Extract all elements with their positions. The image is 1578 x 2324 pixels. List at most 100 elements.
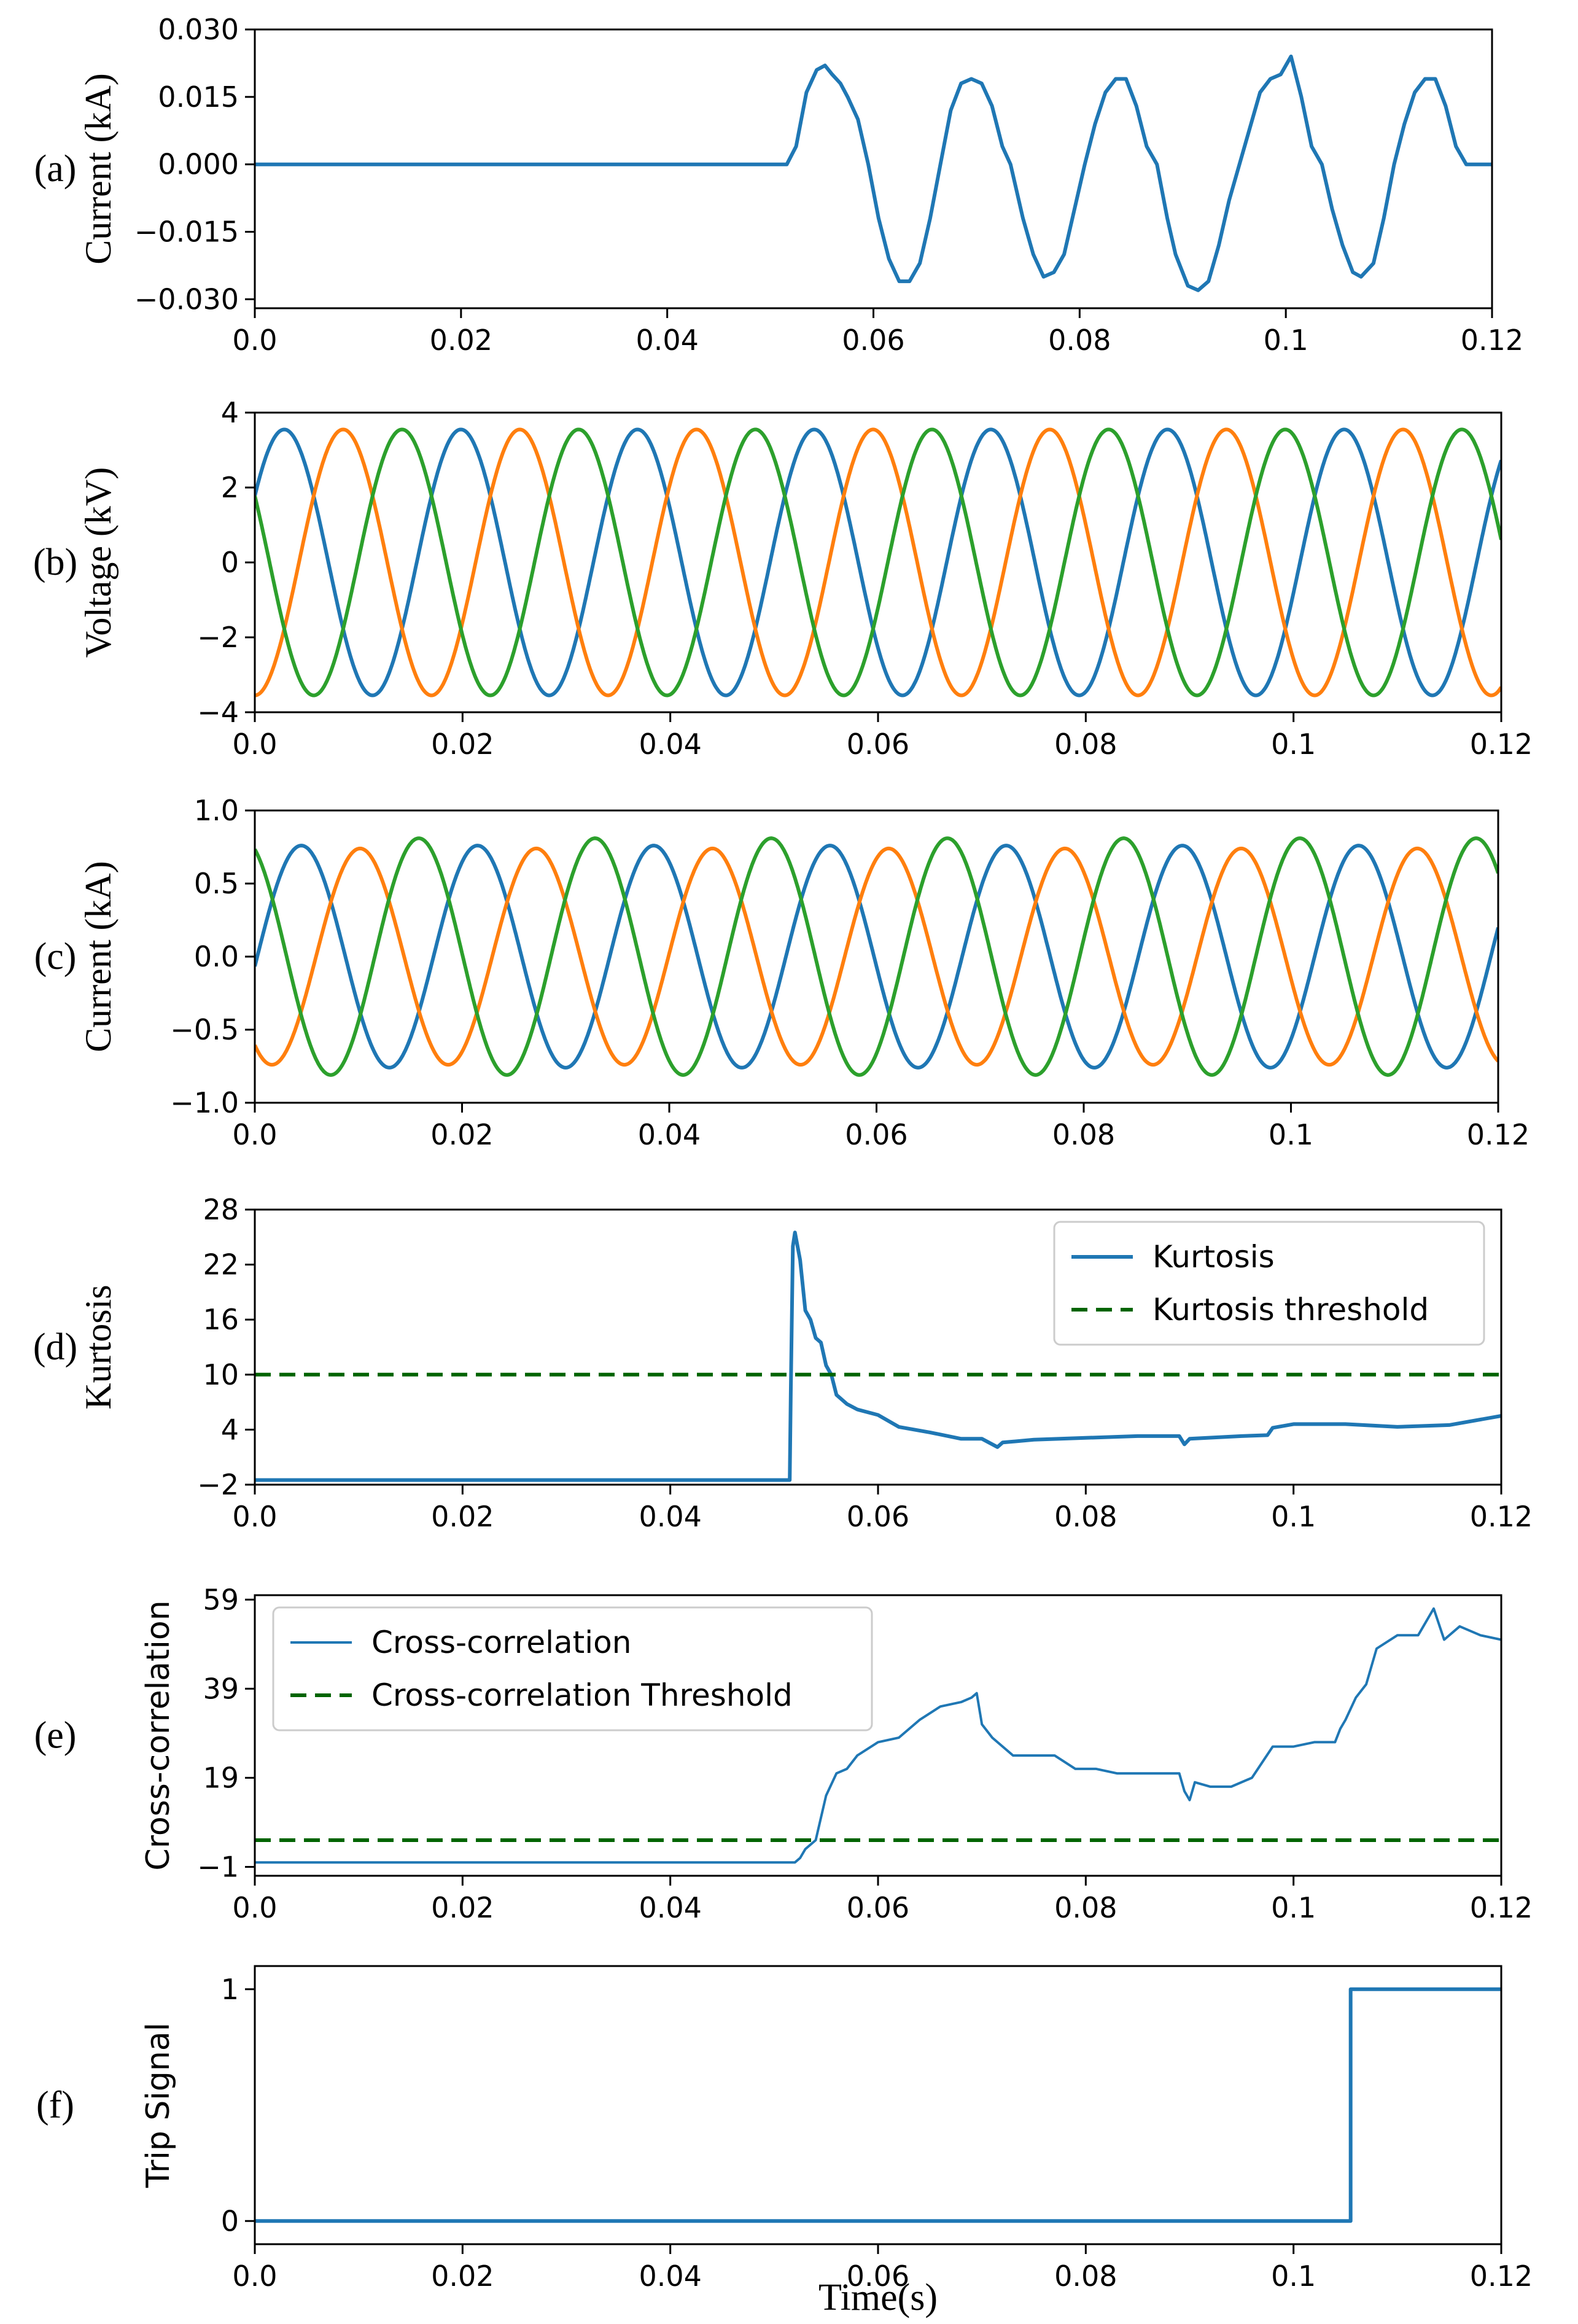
y-tick-label: 0 <box>221 546 239 579</box>
panel-1-tag: (a) <box>34 148 77 190</box>
panel-3: 0.0 0.02 0.04 0.06 0.08 0.1 0.12 −1.0 −0.5 0.0 0.5… <box>34 794 1530 1151</box>
y-tick-label: 28 <box>203 1193 239 1226</box>
phase-2-line <box>255 427 1501 698</box>
y-tick-label: −0.015 <box>134 216 239 249</box>
x-tick-label: 0.0 <box>232 324 277 357</box>
x-tick-label: 0.06 <box>847 2260 909 2293</box>
panel-2-plot-area <box>255 427 1501 698</box>
y-tick-label: −2 <box>197 1468 239 1501</box>
panel-4-tag: (d) <box>33 1326 77 1368</box>
x-tick-label: 0.06 <box>847 1891 909 1924</box>
panel-2-y-axis-label: Voltage (kV) <box>78 467 119 658</box>
x-tick-label: 0.02 <box>430 1118 493 1151</box>
x-tick-label: 0.12 <box>1470 1891 1533 1924</box>
panel-1-plot-area <box>255 54 1492 292</box>
phase-3-line <box>255 836 1498 1077</box>
x-tick-label: 0.0 <box>232 728 277 761</box>
series-1-line <box>255 1987 1501 2223</box>
x-tick-label: 0.1 <box>1269 1118 1313 1151</box>
panel-3-axes-frame <box>254 809 1499 1104</box>
panel-5-legend: Cross-correlation Cross-correlation Thres… <box>272 1606 873 1731</box>
legend-entry-cross-correlation-threshold: Cross-correlation Threshold <box>371 1677 793 1713</box>
y-tick-label: −1.0 <box>170 1086 239 1119</box>
panel-6: 0.0 0.02 0.04 0.06 0.08 0.1 0.12 0 1 Trip Signal (… <box>36 1965 1533 2293</box>
panel-4: 0.0 0.02 0.04 0.06 0.08 0.1 0.12 −2 4 10 16 22 28 Kur… <box>33 1193 1533 1533</box>
panel-3-tag: (c) <box>34 936 77 977</box>
y-tick-label: 2 <box>221 471 239 504</box>
panel-2-tag: (b) <box>33 542 77 583</box>
y-tick-label: −0.5 <box>170 1013 239 1046</box>
y-tick-label: 0.000 <box>158 148 239 181</box>
x-tick-label: 0.04 <box>639 2260 701 2293</box>
x-tick-label: 0.04 <box>639 1891 701 1924</box>
y-tick-label: 0.030 <box>158 13 239 46</box>
legend-entry-kurtosis-threshold: Kurtosis threshold <box>1152 1292 1429 1327</box>
legend-box <box>1053 1221 1485 1346</box>
y-tick-label: 0.015 <box>158 80 239 114</box>
panel-4-legend: Kurtosis Kurtosis threshold <box>1053 1221 1485 1346</box>
kurtosis-line <box>255 1230 1501 1482</box>
y-tick-label: 16 <box>203 1303 239 1336</box>
legend-box <box>272 1606 873 1731</box>
panel-1-y-axis-label: Current (kA) <box>78 73 119 265</box>
y-tick-label: 4 <box>221 1413 239 1446</box>
x-tick-label: 0.02 <box>431 1891 494 1924</box>
x-tick-label: 0.06 <box>845 1118 908 1151</box>
x-tick-label: 0.06 <box>847 1500 909 1533</box>
panel-5-tag: (e) <box>34 1715 77 1757</box>
y-tick-label: −0.030 <box>134 282 239 316</box>
x-tick-label: 0.08 <box>1054 1891 1117 1924</box>
x-tick-label: 0.12 <box>1470 1500 1533 1533</box>
x-tick-label: 0.0 <box>232 2260 277 2293</box>
y-tick-label: 22 <box>203 1248 239 1281</box>
panel-5: 0.0 0.02 0.04 0.06 0.08 0.1 0.12 −1 19 39 59 Cross-… <box>34 1583 1533 1924</box>
x-tick-label: 0.12 <box>1467 1118 1529 1151</box>
x-tick-label: 0.0 <box>232 1891 277 1924</box>
x-tick-label: 0.08 <box>1054 728 1117 761</box>
x-tick-label: 0.08 <box>1054 1500 1117 1533</box>
panel-4-plot-area <box>255 1230 1501 1482</box>
x-tick-label: 0.1 <box>1264 324 1308 357</box>
panel-1-axes-frame <box>254 28 1493 309</box>
x-tick-label: 0.1 <box>1271 1500 1316 1533</box>
x-tick-label: 0.12 <box>1470 2260 1533 2293</box>
x-axis-label: Time(s) <box>818 2277 938 2318</box>
panel-2: 0.0 0.02 0.04 0.06 0.08 0.1 0.12 −4 −2 0 2 4 Voltage… <box>33 396 1533 761</box>
panel-4-y-axis-label: Kurtosis <box>78 1284 119 1409</box>
y-tick-label: −2 <box>197 621 239 654</box>
y-tick-label: 59 <box>203 1583 239 1616</box>
y-tick-label: 0.5 <box>194 867 239 900</box>
panel-3-y-axis-label: Current (kA) <box>78 861 119 1052</box>
x-tick-label: 0.02 <box>431 1500 494 1533</box>
y-tick-label: −1 <box>197 1850 239 1883</box>
y-tick-label: 10 <box>203 1358 239 1391</box>
y-tick-label: 4 <box>221 396 239 429</box>
x-tick-label: 0.02 <box>431 2260 494 2293</box>
panel-3-plot-area <box>255 836 1498 1077</box>
x-tick-label: 0.04 <box>639 728 701 761</box>
y-tick-label: −4 <box>197 696 239 729</box>
x-tick-label: 0.02 <box>431 728 494 761</box>
x-tick-label: 0.04 <box>635 324 698 357</box>
panel-5-plot-area <box>255 1607 1501 1864</box>
x-tick-label: 0.12 <box>1470 728 1533 761</box>
panel-5-y-axis-label: Cross-correlation <box>140 1600 177 1870</box>
x-tick-label: 0.04 <box>639 1500 701 1533</box>
panel-1: 0.0 0.02 0.04 0.06 0.08 0.1 0.12 −0.030 −0.015 0.… <box>34 13 1524 357</box>
x-tick-label: 0.04 <box>638 1118 701 1151</box>
x-tick-label: 0.0 <box>232 1118 277 1151</box>
legend-entry-kurtosis: Kurtosis <box>1152 1239 1275 1275</box>
x-tick-label: 0.08 <box>1048 324 1111 357</box>
x-tick-label: 0.1 <box>1271 728 1316 761</box>
legend-entry-cross-correlation: Cross-correlation <box>371 1625 631 1660</box>
phase-2-line <box>255 846 1498 1067</box>
phase-1-line <box>255 427 1501 698</box>
x-tick-label: 0.1 <box>1271 1891 1316 1924</box>
series-1-line <box>255 54 1492 292</box>
panel-6-axes-frame <box>254 1965 1502 2245</box>
y-tick-label: 1 <box>221 1973 239 2006</box>
x-tick-label: 0.08 <box>1054 2260 1117 2293</box>
x-tick-label: 0.0 <box>232 1500 277 1533</box>
phase-3-line <box>255 427 1501 698</box>
